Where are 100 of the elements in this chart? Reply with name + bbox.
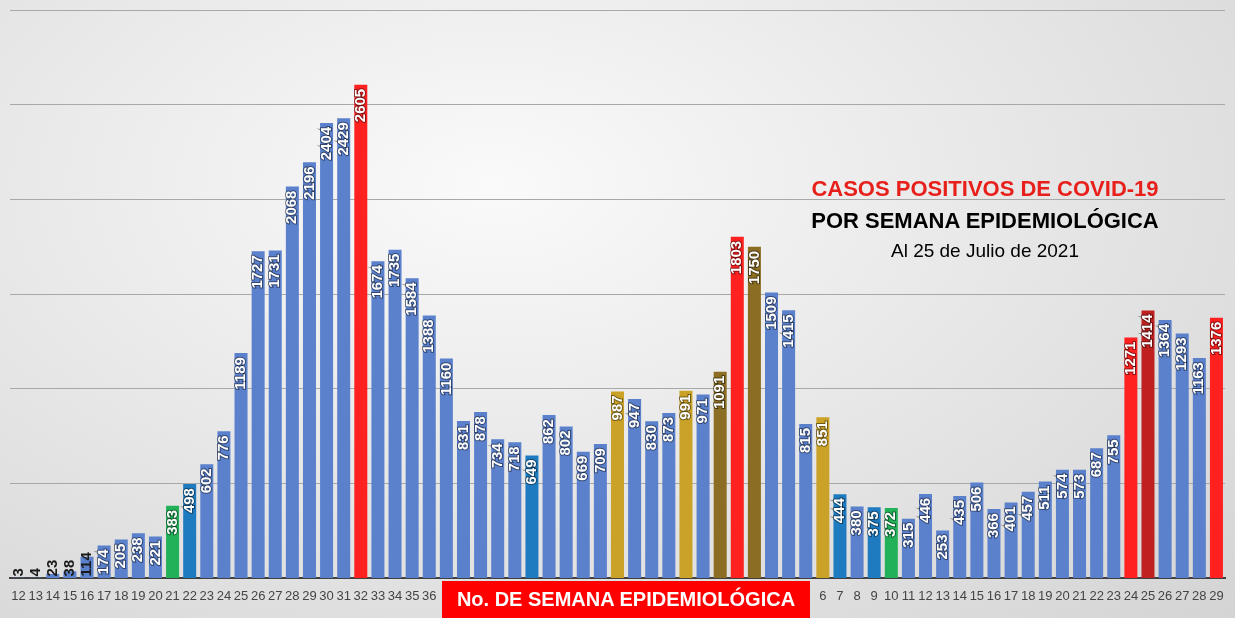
x-tick-label: 20 [1055,587,1070,603]
x-tick-label: 34 [387,587,403,603]
x-tick-label: 20 [148,587,163,603]
data-label: 1163 [1189,362,1207,395]
data-label: 1091 [710,375,728,410]
x-tick-label: 35 [404,587,420,603]
x-tick-label: 18 [114,587,129,603]
x-tick-label: 16 [79,587,95,603]
data-label: 380 [847,510,865,536]
data-label: 947 [624,402,642,429]
data-label: 776 [214,435,232,461]
data-label: 718 [504,446,522,472]
data-label: 174 [94,548,112,575]
data-label: 383 [162,509,180,535]
x-tick-label: 30 [319,587,334,603]
data-label: 851 [812,421,830,447]
x-tick-label: 23 [1106,587,1121,603]
x-tick-label: 8 [853,587,861,603]
x-tick-label: 19 [1038,587,1053,603]
data-label: 205 [111,543,129,569]
x-tick-label: 24 [1123,587,1139,603]
annotation: Al 25 de Julio de 2021 [889,240,1080,262]
x-tick-label: 24 [216,587,232,603]
x-tick-label: 17 [96,587,112,603]
data-label: 498 [179,488,197,514]
data-label: 971 [693,398,711,424]
data-label: 1727 [248,255,266,289]
x-tick-label: 12 [918,587,933,603]
text: CASOS POSITIVOS DE COVID-19 [810,176,1160,202]
data-label: 444 [830,497,848,524]
data-label: 372 [881,511,899,537]
text: POR SEMANA EPIDEMIOLÓGICA [810,208,1160,234]
data-label: 2404 [316,126,334,161]
data-label: 831 [453,424,471,450]
data-label: 669 [573,455,591,481]
x-tick-label: 26 [1157,587,1173,603]
data-label: 3 [8,568,26,577]
data-label: 802 [556,430,574,456]
data-label: 238 [128,537,146,563]
data-label: 1735 [385,253,403,288]
data-label: 435 [949,499,967,526]
data-label: 862 [539,419,557,445]
data-label: 1584 [402,281,420,316]
x-tick-label: 13 [28,587,43,603]
x-tick-label: 33 [370,587,386,603]
data-label: 1674 [368,264,386,299]
x-tick-label: 32 [353,587,369,603]
data-label: 1271 [1121,341,1139,375]
x-tick-label: 23 [199,587,215,603]
data-label: 1160 [436,362,454,396]
data-label: 401 [1001,506,1019,532]
data-label: 573 [1069,473,1087,499]
x-tick-label: 17 [1003,587,1019,603]
data-label: 1364 [1155,323,1173,358]
data-label: 574 [1052,472,1070,499]
x-tick-label: 15 [62,587,78,603]
data-label: 815 [795,427,813,454]
data-label: 366 [984,513,1002,539]
data-label: 602 [196,468,214,494]
x-tick-label: 25 [1140,587,1156,603]
x-tick-label: 25 [233,587,249,603]
data-label: 221 [145,540,163,566]
x-tick-label: 21 [1072,587,1087,603]
data-label: 1803 [727,240,745,275]
data-label: 2429 [333,122,351,156]
x-tick-label: 9 [870,587,878,603]
data-label: 649 [522,459,540,485]
data-label: 991 [676,394,694,420]
x-tick-label: 29 [302,587,317,603]
x-tick-label: 26 [250,587,266,603]
data-label: 315 [898,522,916,548]
data-label: 873 [658,417,676,443]
x-tick-label: 16 [986,587,1002,603]
data-label: 1415 [778,314,796,348]
data-label: 1414 [1138,313,1156,348]
x-tick-label: 14 [45,587,61,603]
x-tick-label: 28 [285,587,300,603]
x-tick-label: 21 [165,587,180,603]
x-tick-label: 29 [1209,587,1224,603]
x-tick-label: 19 [131,587,146,603]
x-tick-label: 22 [182,587,197,603]
x-tick-label: 10 [884,587,899,603]
data-label: 446 [915,497,933,523]
x-tick-label: 28 [1192,587,1207,603]
x-tick-label: 12 [11,587,26,603]
data-label: 1509 [761,296,779,330]
data-label: 457 [1018,495,1036,521]
data-label: 709 [590,448,608,474]
x-tick-label: 13 [935,587,950,603]
data-label: 38 [60,559,78,577]
data-label: 687 [1086,452,1104,478]
data-label: 114 [77,551,95,577]
x-tick-label: 27 [1174,587,1190,603]
data-label: 1293 [1172,337,1190,371]
data-label: 734 [487,442,505,469]
data-label: 1189 [231,357,249,390]
data-label: 1731 [265,254,283,288]
data-label: 1750 [744,250,762,285]
data-label: 4 [25,567,43,577]
data-label: 1388 [419,319,437,353]
